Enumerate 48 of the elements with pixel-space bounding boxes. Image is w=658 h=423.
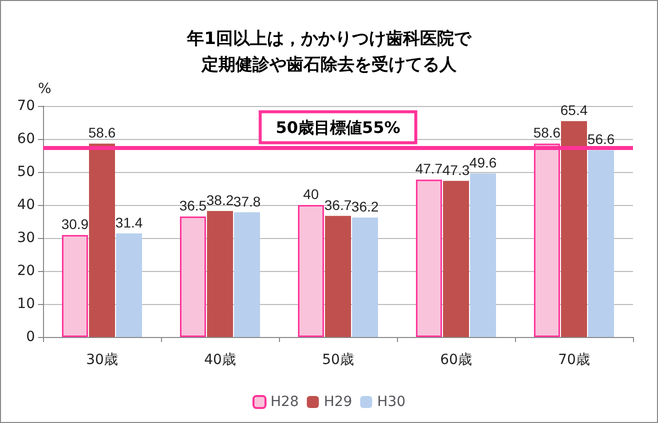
bar xyxy=(588,150,614,337)
bar xyxy=(62,235,88,337)
data-label: 47.7 xyxy=(415,160,443,177)
bar xyxy=(325,216,351,337)
y-tick-label: 20 xyxy=(17,263,35,279)
bar xyxy=(352,218,378,337)
x-tick-label: 70歳 xyxy=(558,352,590,368)
bar xyxy=(116,233,142,337)
y-tick-label: 0 xyxy=(26,329,35,345)
bar xyxy=(443,180,469,337)
data-label: 58.6 xyxy=(88,124,116,141)
data-label: 36.7 xyxy=(324,196,352,213)
data-label: 58.6 xyxy=(533,124,561,141)
data-label: 38.2 xyxy=(206,192,234,208)
y-tick-label: 40 xyxy=(17,197,35,213)
data-label: 49.6 xyxy=(469,154,497,170)
ref-line-label: 50歳目標値55% xyxy=(276,118,400,137)
bar xyxy=(234,212,260,337)
chart-title: 年1回以上は，かかりつけ歯科医院で定期健診や歯石除去を受けてる人 xyxy=(186,29,472,75)
y-tick-label: 60 xyxy=(17,131,35,147)
legend-label: H30 xyxy=(377,394,406,410)
data-label: 37.8 xyxy=(233,193,261,210)
y-tick-label: 10 xyxy=(17,296,35,312)
y-tick-label: 70 xyxy=(17,98,35,114)
legend-label: H29 xyxy=(324,394,352,410)
data-label: 30.9 xyxy=(61,216,89,232)
y-axis-title: % xyxy=(38,81,52,97)
bar xyxy=(207,210,233,337)
x-tick-label: 50歳 xyxy=(322,352,354,368)
data-label: 36.2 xyxy=(351,198,379,215)
data-label: 36.5 xyxy=(179,198,207,214)
bar xyxy=(416,180,442,337)
bar xyxy=(561,121,587,337)
x-tick-label: 60歳 xyxy=(440,352,472,368)
bar xyxy=(298,205,324,337)
y-tick-label: 50 xyxy=(17,164,35,180)
bar xyxy=(180,216,206,337)
y-tick-label: 30 xyxy=(17,230,35,246)
data-label: 56.6 xyxy=(587,131,615,148)
data-label: 47.3 xyxy=(442,162,470,178)
bar xyxy=(89,144,115,337)
legend-label: H28 xyxy=(270,394,299,410)
x-tick-label: 30歳 xyxy=(86,352,118,368)
data-label: 31.4 xyxy=(115,214,143,230)
data-label: 65.4 xyxy=(560,102,588,118)
bar xyxy=(470,173,496,337)
data-label: 40 xyxy=(303,186,319,202)
x-tick-label: 40歳 xyxy=(204,352,236,368)
